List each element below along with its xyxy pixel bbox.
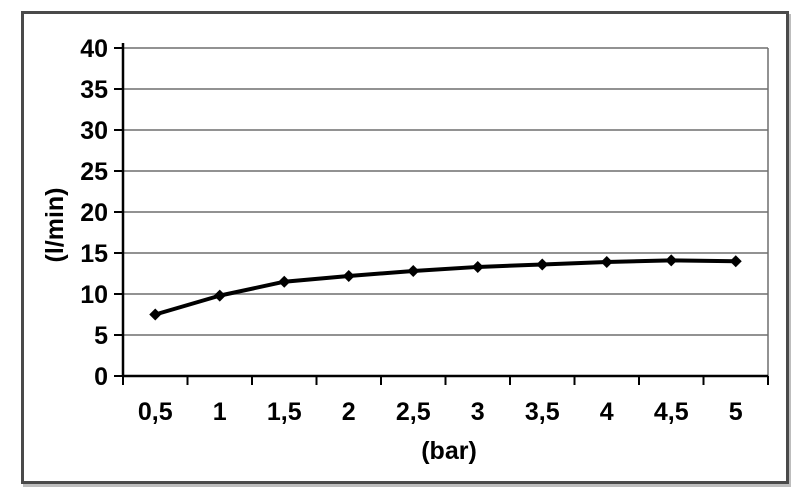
data-point-marker xyxy=(471,260,484,273)
data-point-marker xyxy=(342,269,355,282)
data-point-marker xyxy=(536,258,549,271)
data-point-marker xyxy=(149,308,162,321)
y-tick-label: 10 xyxy=(80,281,108,309)
x-tick-label: 5 xyxy=(729,398,743,426)
y-tick-label: 40 xyxy=(80,35,108,63)
x-axis-title: (bar) xyxy=(421,437,477,465)
y-tick-label: 5 xyxy=(94,322,108,350)
y-tick-label: 20 xyxy=(80,199,108,227)
x-tick-label: 3 xyxy=(471,398,485,426)
x-tick-label: 4 xyxy=(600,398,614,426)
data-line xyxy=(153,258,738,317)
x-tick-label: 1,5 xyxy=(267,398,302,426)
y-tick-label: 25 xyxy=(80,158,108,186)
x-tick-label: 0,5 xyxy=(138,398,173,426)
x-tick-label: 4,5 xyxy=(654,398,689,426)
data-point-marker xyxy=(213,289,226,302)
x-tick-label: 2 xyxy=(342,398,356,426)
data-point-marker xyxy=(278,275,291,288)
data-point-marker xyxy=(729,255,742,268)
data-point-marker xyxy=(665,254,678,267)
x-tick-label: 3,5 xyxy=(525,398,560,426)
y-axis-title: (l/min) xyxy=(41,187,69,263)
data-point-marker xyxy=(600,256,613,269)
y-tick-label: 35 xyxy=(80,76,108,104)
x-tick-label: 1 xyxy=(213,398,227,426)
y-tick-label: 0 xyxy=(94,363,108,391)
chart-frame xyxy=(21,11,789,484)
x-tick-label: 2,5 xyxy=(396,398,431,426)
data-point-marker xyxy=(407,265,420,278)
y-tick-label: 30 xyxy=(80,117,108,145)
y-tick-label: 15 xyxy=(80,240,108,268)
